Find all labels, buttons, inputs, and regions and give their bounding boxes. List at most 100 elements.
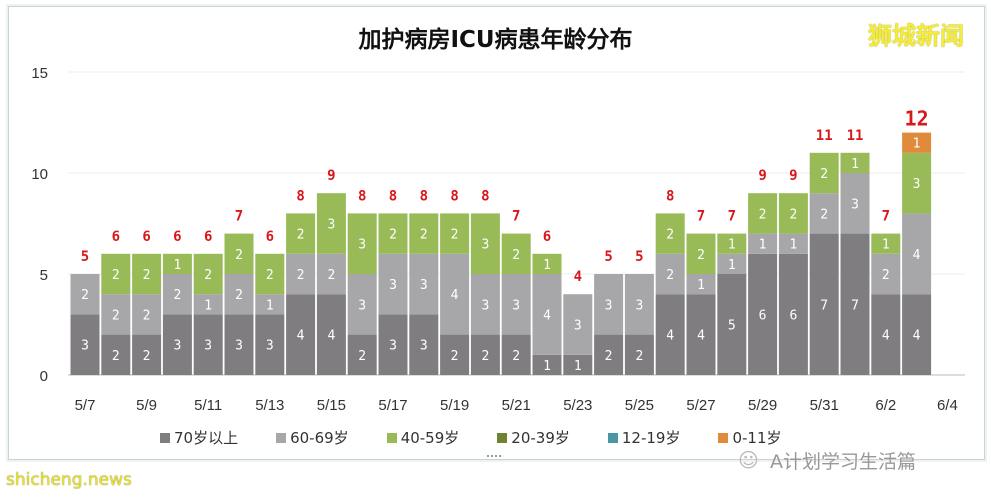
segment-label: 2: [235, 248, 243, 263]
segment-label: 2: [204, 268, 212, 283]
total-label: 6: [112, 229, 120, 245]
bar-segment: [378, 253, 408, 315]
x-tick-label: 5/25: [625, 397, 654, 414]
resize-handle[interactable]: [487, 455, 501, 461]
segment-label: 2: [235, 288, 243, 303]
bar-segment: [440, 253, 470, 335]
legend-label: 20-39岁: [511, 429, 570, 447]
segment-label: 1: [728, 258, 736, 273]
segment-label: 1: [913, 137, 921, 152]
bar-segment: [686, 233, 716, 274]
segment-label: 3: [173, 339, 181, 354]
bar-segment: [101, 294, 131, 335]
bar-segment: [501, 233, 531, 274]
segment-label: 1: [728, 238, 736, 253]
x-tick-label: 6/2: [875, 397, 896, 414]
segment-label: 2: [635, 349, 643, 364]
segment-label: 4: [913, 248, 921, 263]
legend-swatch: [386, 432, 397, 443]
legend-label: 70岁以上: [174, 429, 239, 447]
bar-segment: [840, 152, 870, 173]
total-label: 7: [512, 209, 520, 225]
segment-label: 3: [512, 298, 520, 313]
segment-label: 5: [728, 319, 736, 334]
bar-segment: [501, 274, 531, 335]
segment-label: 3: [358, 238, 366, 253]
total-label: 7: [235, 209, 243, 225]
legend-item: 20-39岁: [497, 427, 570, 448]
bar-segment: [132, 253, 162, 295]
bar-segment: [286, 213, 316, 254]
bar-segment: [470, 213, 500, 274]
wechat-watermark: A计划学习生活篇: [770, 451, 916, 473]
segment-label: 1: [759, 238, 767, 253]
y-tick-label: 10: [31, 166, 48, 183]
bar-segment: [655, 294, 685, 375]
x-tick-label: 5/17: [378, 397, 407, 414]
segment-label: 3: [266, 339, 274, 354]
segment-label: 6: [789, 308, 797, 323]
segment-label: 2: [112, 308, 120, 323]
brand-watermark: 狮城新闻: [868, 22, 964, 50]
bar-segment: [101, 253, 131, 295]
bar-segment: [347, 334, 377, 375]
total-label: 8: [358, 188, 366, 204]
bar-segment: [840, 233, 870, 375]
bar-segment: [409, 213, 439, 254]
segment-label: 2: [143, 308, 151, 323]
bar-segment: [347, 213, 377, 274]
segment-label: 2: [820, 167, 828, 182]
bar-segment: [655, 213, 685, 254]
segment-label: 3: [420, 339, 428, 354]
bar-segment: [778, 193, 808, 234]
legend-swatch: [718, 432, 729, 443]
segment-label: 3: [81, 339, 89, 354]
bar-segment: [532, 253, 562, 274]
bar-segment: [409, 253, 439, 315]
segment-label: 3: [204, 339, 212, 354]
segment-label: 2: [173, 288, 181, 303]
legend-label: 40-59岁: [400, 429, 460, 447]
segment-label: 4: [882, 329, 890, 344]
y-tick-label: 0: [40, 368, 48, 385]
legend-item: 70岁以上: [160, 427, 238, 448]
bar-segment: [748, 233, 778, 254]
segment-label: 2: [143, 268, 151, 283]
bar-segment: [316, 253, 346, 295]
segment-label: 3: [635, 298, 643, 313]
bar-segment: [717, 274, 747, 375]
bar-segment: [717, 233, 747, 254]
segment-label: 2: [112, 349, 120, 364]
bar-segment: [809, 193, 839, 234]
legend-item: 0-11岁: [718, 427, 782, 448]
bar-segment: [70, 314, 100, 375]
bar-segment: [778, 253, 808, 375]
segment-label: 3: [327, 218, 335, 233]
bar-segment: [132, 294, 162, 335]
x-tick-label: 5/29: [748, 397, 777, 414]
bar-segment: [347, 274, 377, 335]
x-tick-label: 5/23: [563, 397, 592, 414]
segment-label: 3: [481, 238, 489, 253]
bar-segment: [624, 274, 654, 335]
x-tick-label: 5/27: [686, 397, 715, 414]
segment-label: 2: [697, 248, 705, 263]
bar-segment: [809, 152, 839, 194]
x-tick-label: 5/15: [317, 397, 346, 414]
total-label: 6: [204, 229, 212, 245]
bar-segment: [440, 213, 470, 254]
segment-label: 3: [420, 278, 428, 293]
segment-label: 1: [543, 258, 551, 273]
bar-segment: [686, 294, 716, 375]
segment-label: 3: [389, 278, 397, 293]
bar-segment: [778, 233, 808, 254]
segment-label: 4: [697, 329, 705, 344]
total-label: 7: [728, 209, 736, 225]
segment-label: 2: [512, 248, 520, 263]
bar-segment: [162, 274, 192, 315]
legend-label: 0-11岁: [732, 429, 782, 447]
segment-label: 3: [235, 339, 243, 354]
total-label: 6: [266, 229, 274, 245]
segment-label: 2: [882, 268, 890, 283]
bar-segment: [748, 193, 778, 234]
